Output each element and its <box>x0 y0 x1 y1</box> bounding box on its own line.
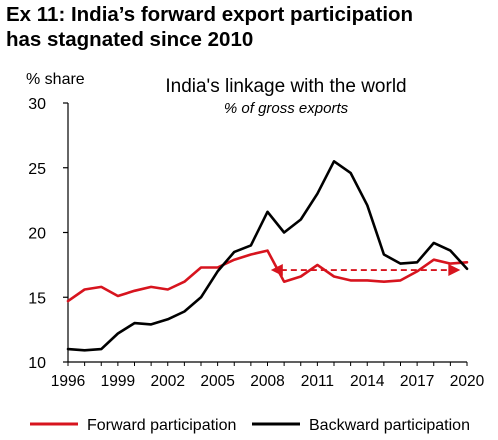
x-tick-label: 2014 <box>350 373 385 390</box>
x-tick-label: 2002 <box>151 373 185 390</box>
y-tick-label: 15 <box>28 290 46 307</box>
series-layer <box>66 160 469 352</box>
chart-title: India's linkage with the world <box>165 76 406 97</box>
exhibit-title-line1: Ex 11: India’s forward export participat… <box>6 3 414 26</box>
annotation-layer <box>270 264 461 277</box>
x-tick-label: 2008 <box>250 373 284 390</box>
x-tick-label: 2020 <box>450 373 485 390</box>
legend: Forward participation Backward participat… <box>30 417 470 434</box>
x-tick-label: 2005 <box>200 373 234 390</box>
y-tick-label: 20 <box>28 226 46 243</box>
backward-participation-line <box>66 160 469 352</box>
chart-subtitle: % of gross exports <box>224 100 349 117</box>
x-tick-label: 2017 <box>400 373 434 390</box>
y-axis-label: % share <box>26 71 85 88</box>
exhibit-title: Ex 11: India’s forward export participat… <box>6 2 494 52</box>
x-tick-label: 1999 <box>101 373 135 390</box>
axes: 10 15 20 25 30 1996 1999 2002 2005 2008 2011 2014 20… <box>28 96 484 390</box>
legend-label-forward: Forward participation <box>87 417 236 434</box>
arrowhead-right <box>448 264 461 277</box>
y-tick-label: 30 <box>28 96 46 113</box>
y-tick-label: 25 <box>28 161 46 178</box>
legend-label-backward: Backward participation <box>309 417 470 434</box>
forward-participation-line <box>66 249 469 303</box>
x-tick-label: 1996 <box>51 373 85 390</box>
exhibit-title-line2: has stagnated since 2010 <box>6 28 254 51</box>
x-tick-label: 2011 <box>301 373 334 390</box>
arrowhead-left <box>270 264 283 277</box>
y-tick-label: 10 <box>28 355 46 372</box>
